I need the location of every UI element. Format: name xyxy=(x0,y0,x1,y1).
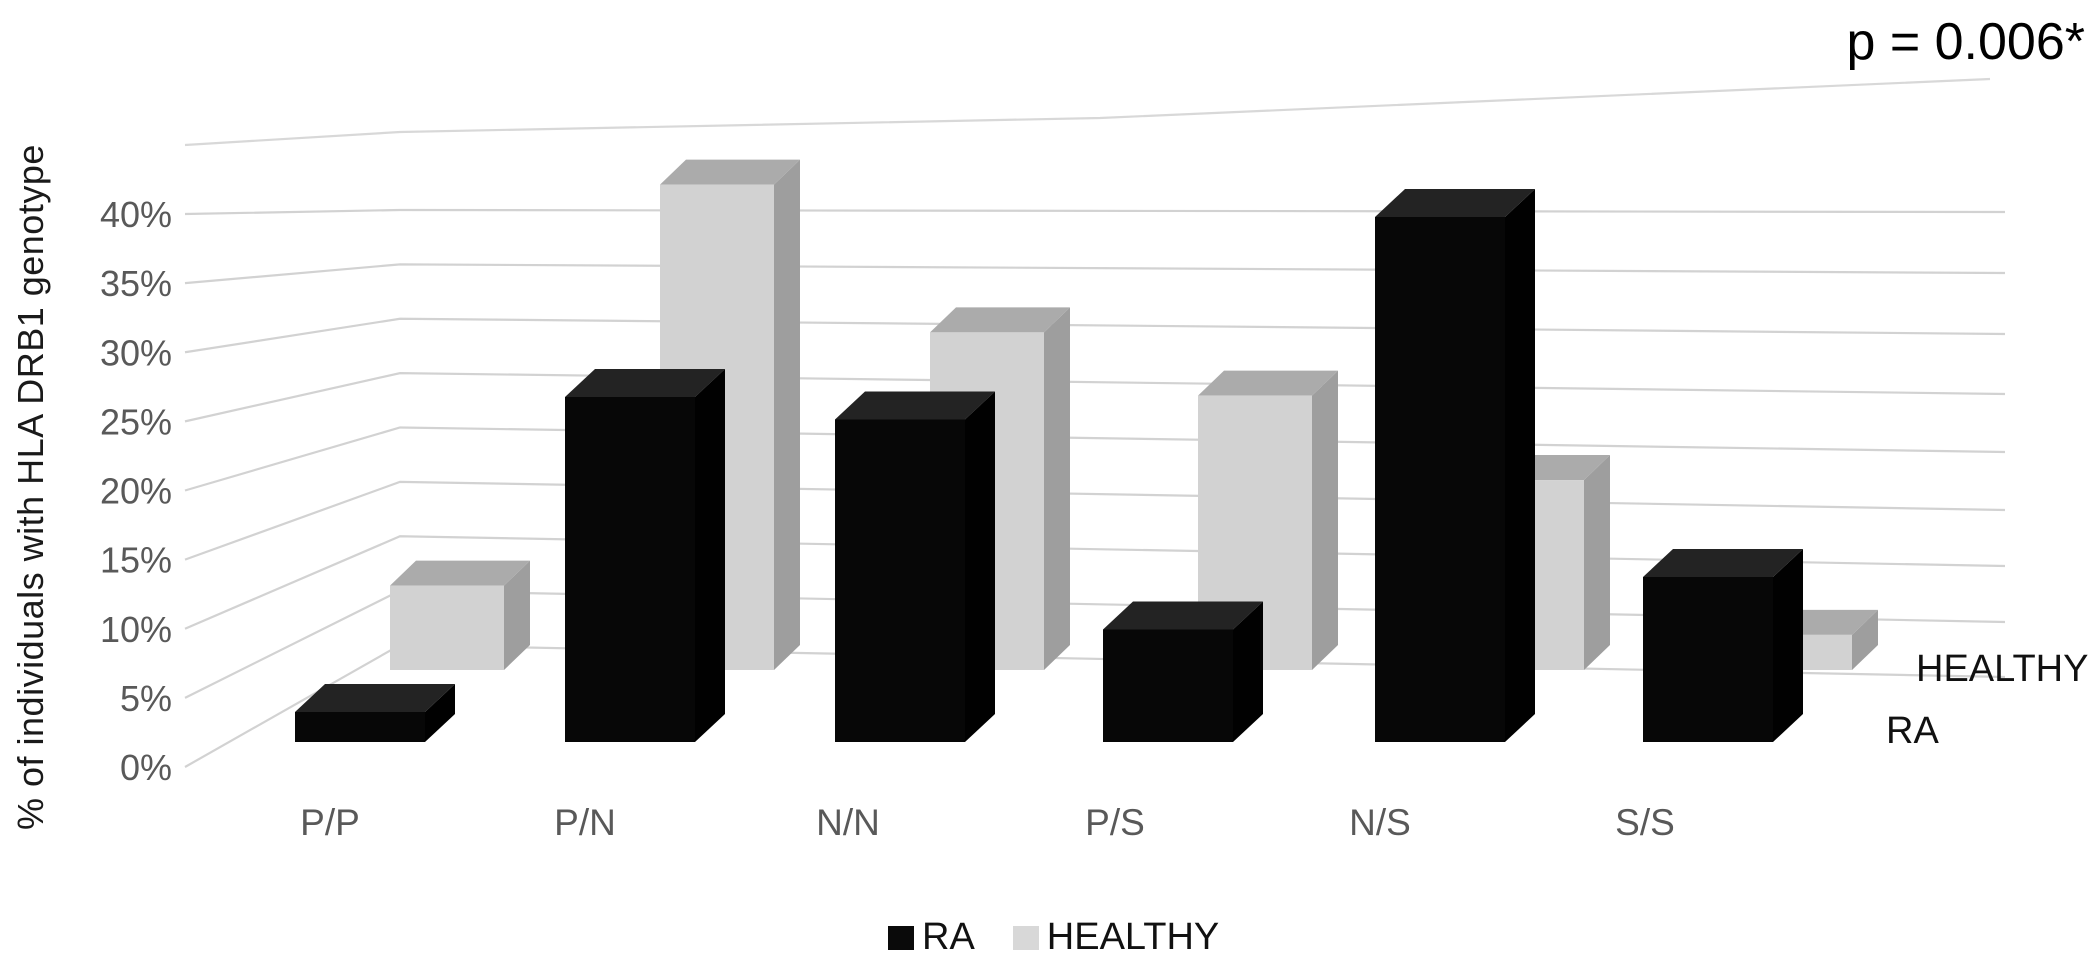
bar-front-face xyxy=(1103,629,1233,742)
y-tick-label: 35% xyxy=(100,263,172,304)
bar-front-face xyxy=(295,712,425,742)
gridline xyxy=(184,372,2006,423)
bar-ra-ns xyxy=(1375,189,1535,742)
p-value-annotation: p = 0.006* xyxy=(1846,13,2085,71)
x-category-label: P/P xyxy=(300,802,360,843)
bar-side-face xyxy=(425,684,455,742)
bar-ra-nn xyxy=(835,391,995,742)
bar-top-face xyxy=(295,684,455,712)
gridline xyxy=(184,426,2006,492)
x-category-label: P/N xyxy=(554,802,616,843)
bar-top-face xyxy=(1198,370,1338,396)
bar-side-face xyxy=(965,391,995,742)
bar-side-face xyxy=(1852,609,1878,670)
bar-top-face xyxy=(1375,189,1535,217)
bar-ra-pp xyxy=(295,684,455,742)
bar-front-face xyxy=(1375,217,1505,742)
bar-side-face xyxy=(1505,189,1535,742)
bar-side-face xyxy=(1312,370,1338,670)
bar-side-face xyxy=(1773,549,1803,742)
gridlines xyxy=(184,77,2006,768)
bar-top-face xyxy=(565,369,725,397)
bars-3d xyxy=(295,159,1878,742)
bar-healthy-pp xyxy=(390,560,530,670)
x-axis-category-labels: P/P P/N N/N P/S N/S S/S xyxy=(300,802,1675,843)
gridline xyxy=(184,317,2006,354)
bar-side-face xyxy=(695,369,725,742)
gridline xyxy=(184,208,2006,216)
bar-side-face xyxy=(774,159,800,670)
y-tick-label: 15% xyxy=(100,540,172,581)
y-tick-label: 5% xyxy=(120,678,172,719)
gridline xyxy=(184,263,2006,285)
bar-top-face xyxy=(660,159,800,185)
depth-row-label-ra: RA xyxy=(1886,710,1939,752)
bar-front-face xyxy=(1643,577,1773,742)
bar-top-face xyxy=(390,560,530,586)
legend-item-ra: RA xyxy=(888,916,975,959)
legend: RA HEALTHY xyxy=(888,916,1219,959)
bar-top-face xyxy=(835,391,995,420)
x-category-label: P/S xyxy=(1085,802,1145,843)
y-tick-label: 30% xyxy=(100,332,172,373)
bar-ra-ps xyxy=(1103,601,1263,742)
legend-label-ra: RA xyxy=(922,916,975,958)
bar-top-face xyxy=(1103,601,1263,630)
bar-side-face xyxy=(1584,455,1610,670)
y-tick-label: 10% xyxy=(100,609,172,650)
legend-item-healthy: HEALTHY xyxy=(1012,916,1220,959)
x-category-label: S/S xyxy=(1615,802,1675,843)
bar-side-face xyxy=(1044,307,1070,670)
y-axis-tick-labels: 0% 5% 10% 15% 20% 25% 30% 35% 40% xyxy=(100,194,172,788)
bar-front-face xyxy=(390,585,504,670)
x-category-label: N/N xyxy=(816,802,880,843)
depth-row-label-healthy: HEALTHY xyxy=(1916,648,2089,690)
gridline-top xyxy=(184,77,1991,147)
y-axis-title: % of individuals with HLA DRB1 genotype xyxy=(10,144,51,830)
y-tick-label: 25% xyxy=(100,401,172,442)
legend-swatch-healthy xyxy=(1012,925,1039,950)
bar-side-face xyxy=(1233,601,1263,742)
bar-ra-pn xyxy=(565,369,725,742)
legend-swatch-ra xyxy=(888,925,914,950)
bar-front-face xyxy=(565,397,695,742)
bar-top-face xyxy=(1643,549,1803,577)
x-category-label: N/S xyxy=(1349,802,1411,843)
bar-top-face xyxy=(930,307,1070,333)
bar-front-face xyxy=(835,419,965,742)
gridline xyxy=(184,480,2006,561)
bar-ra-ss xyxy=(1643,549,1803,742)
legend-label-healthy: HEALTHY xyxy=(1046,916,1220,958)
bar-side-face xyxy=(504,560,530,670)
y-tick-label: 20% xyxy=(100,471,172,512)
y-tick-label: 0% xyxy=(120,747,172,788)
y-tick-label: 40% xyxy=(100,194,172,235)
